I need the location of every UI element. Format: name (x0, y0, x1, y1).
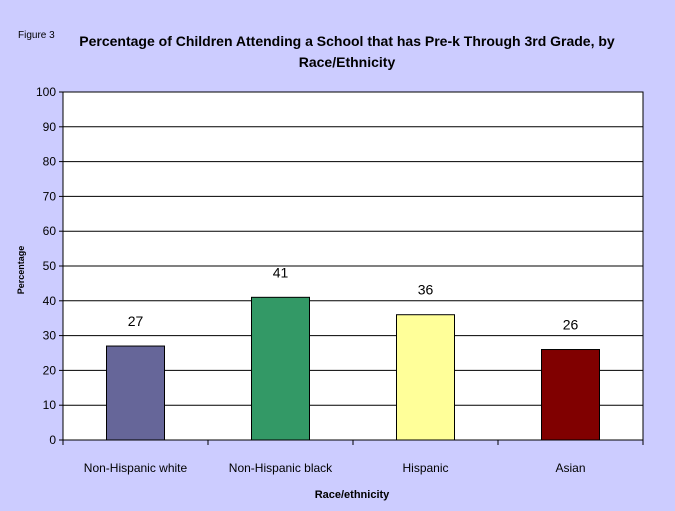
x-category-label: Non-Hispanic white (84, 461, 188, 475)
figure-label: Figure 3 (18, 30, 55, 41)
x-category-label: Asian (555, 461, 585, 475)
bar (396, 314, 455, 441)
y-axis-ticks: 0 10 20 30 40 50 60 70 80 90 100 (36, 85, 63, 447)
y-tick-label: 10 (43, 398, 57, 412)
y-tick-label: 100 (36, 85, 56, 99)
y-tick-label: 80 (43, 155, 57, 169)
chart-title-line-2: Race/Ethnicity (299, 54, 396, 70)
y-tick-label: 70 (43, 189, 57, 203)
y-tick-label: 40 (43, 294, 57, 308)
chart-title-line-1: Percentage of Children Attending a Schoo… (79, 33, 615, 49)
x-axis-labels: Non-Hispanic white Non-Hispanic black Hisp… (62, 440, 644, 475)
bar-value-label: 27 (128, 313, 144, 329)
y-axis-title: Percentage (16, 246, 26, 295)
y-tick-label: 30 (43, 329, 57, 343)
y-tick-label: 0 (49, 433, 56, 447)
x-category-label: Non-Hispanic black (229, 461, 333, 475)
y-tick-label: 60 (43, 224, 57, 238)
bar (541, 349, 600, 441)
x-axis-title: Race/ethnicity (315, 489, 390, 501)
y-tick-label: 90 (43, 120, 57, 134)
y-tick-label: 20 (43, 363, 57, 377)
bar (106, 345, 165, 441)
bar (251, 296, 310, 441)
bar-value-label: 36 (418, 282, 434, 298)
bars: 27 41 36 26 (106, 264, 600, 441)
y-tick-label: 50 (43, 259, 57, 273)
x-category-label: Hispanic (402, 461, 448, 475)
bar-value-label: 41 (273, 264, 289, 280)
bar-value-label: 26 (563, 317, 579, 333)
